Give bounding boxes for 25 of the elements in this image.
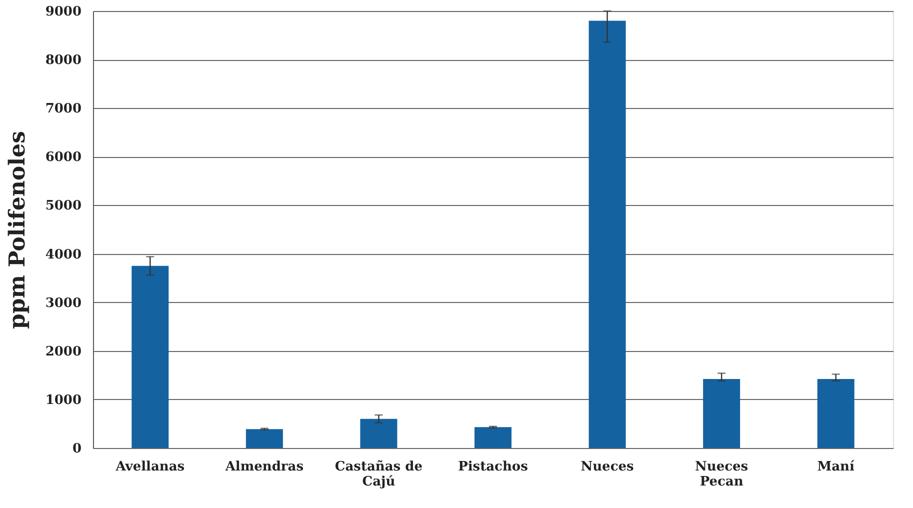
- y-tick-label: 0: [72, 442, 82, 456]
- y-tick-label: 3000: [45, 296, 82, 311]
- x-tick-label: Nueces Pecan: [695, 460, 748, 490]
- y-tick-label: 9000: [45, 4, 82, 20]
- x-tick-label: Castañas de Cajú: [334, 460, 423, 490]
- bar: [588, 20, 626, 448]
- y-tick-label: 2000: [45, 344, 82, 360]
- x-tick-label: Maní: [817, 460, 855, 474]
- x-tick-label: Pistachos: [458, 460, 528, 474]
- bar: [474, 427, 512, 448]
- y-tick-label: 7000: [45, 102, 82, 117]
- bar: [703, 379, 740, 448]
- bar: [360, 418, 398, 448]
- bar: [246, 429, 283, 448]
- bar: [817, 379, 854, 448]
- y-tick-label: 4000: [45, 247, 82, 262]
- y-tick-label: 1000: [45, 392, 82, 408]
- x-tick-label: Almendras: [224, 460, 304, 474]
- y-tick-label: 6000: [45, 150, 82, 166]
- y-tick-label: 8000: [45, 53, 82, 68]
- y-axis-title: ppm Polifenoles: [4, 131, 30, 329]
- bar: [132, 266, 169, 448]
- x-tick-label: Avellanas: [114, 460, 185, 474]
- x-tick-label: Nueces: [580, 460, 634, 474]
- y-tick-label: 5000: [45, 198, 82, 214]
